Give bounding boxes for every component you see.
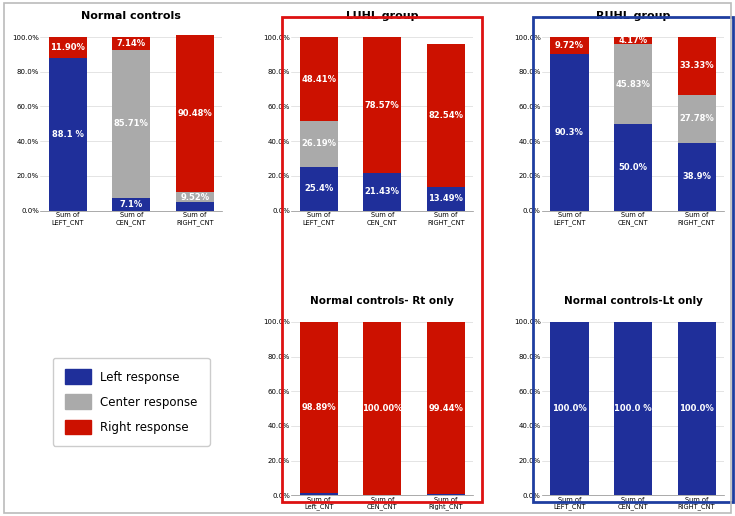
Bar: [300, 493, 337, 495]
Bar: [112, 198, 151, 211]
Title: Normal controls- Rt only: Normal controls- Rt only: [310, 296, 454, 306]
Text: 21.43%: 21.43%: [365, 187, 400, 197]
Text: 82.54%: 82.54%: [429, 111, 463, 120]
Text: 90.3%: 90.3%: [555, 128, 584, 137]
Legend: Left response, Center response, Right response: Left response, Center response, Right re…: [53, 358, 209, 446]
Text: 27.78%: 27.78%: [679, 115, 714, 123]
Text: 48.41%: 48.41%: [301, 75, 336, 84]
Text: 38.9%: 38.9%: [682, 172, 711, 181]
Text: 100.0%: 100.0%: [679, 404, 714, 413]
Text: 11.90%: 11.90%: [50, 43, 85, 52]
Text: 50.0%: 50.0%: [619, 163, 648, 172]
Bar: [678, 95, 716, 143]
Bar: [551, 37, 589, 54]
Text: 99.44%: 99.44%: [429, 404, 463, 413]
Bar: [614, 124, 652, 211]
Bar: [112, 37, 151, 50]
Text: 88.1 %: 88.1 %: [52, 130, 84, 139]
Bar: [176, 36, 214, 192]
Text: 9.72%: 9.72%: [555, 41, 584, 50]
Bar: [678, 37, 716, 95]
Bar: [363, 173, 401, 211]
Bar: [49, 37, 87, 58]
Text: 78.57%: 78.57%: [365, 101, 400, 110]
Bar: [427, 187, 465, 211]
Title: Normal controls-Lt only: Normal controls-Lt only: [564, 296, 703, 306]
Bar: [551, 322, 589, 495]
Bar: [363, 37, 401, 173]
Text: 100.00%: 100.00%: [362, 404, 403, 413]
Title: LUHL group: LUHL group: [346, 11, 418, 21]
Text: 9.52%: 9.52%: [180, 193, 209, 202]
Bar: [551, 54, 589, 211]
Bar: [112, 50, 151, 198]
Bar: [49, 58, 87, 211]
Text: 4.17%: 4.17%: [619, 36, 648, 45]
Title: Normal controls: Normal controls: [82, 11, 182, 21]
Bar: [176, 202, 214, 211]
Text: 100.0%: 100.0%: [552, 404, 587, 413]
Text: 7.1%: 7.1%: [120, 200, 143, 209]
Title: RUHL group: RUHL group: [596, 11, 670, 21]
Bar: [300, 37, 337, 121]
Bar: [176, 192, 214, 202]
Bar: [678, 322, 716, 495]
Bar: [427, 494, 465, 495]
Bar: [678, 143, 716, 211]
Bar: [427, 44, 465, 187]
Bar: [300, 167, 337, 211]
Text: 45.83%: 45.83%: [616, 79, 650, 89]
Bar: [300, 322, 337, 493]
Text: 85.71%: 85.71%: [114, 119, 148, 128]
Text: 26.19%: 26.19%: [301, 139, 336, 148]
Bar: [614, 44, 652, 124]
Text: 33.33%: 33.33%: [679, 61, 714, 71]
Text: 98.89%: 98.89%: [301, 403, 336, 412]
Text: 90.48%: 90.48%: [178, 109, 212, 118]
Bar: [614, 322, 652, 495]
Text: 100.0 %: 100.0 %: [614, 404, 652, 413]
Text: 25.4%: 25.4%: [304, 184, 333, 193]
Bar: [427, 322, 465, 494]
Bar: [300, 121, 337, 167]
Bar: [614, 37, 652, 44]
Text: 7.14%: 7.14%: [117, 39, 146, 48]
Bar: [363, 322, 401, 495]
Text: 13.49%: 13.49%: [429, 195, 463, 203]
